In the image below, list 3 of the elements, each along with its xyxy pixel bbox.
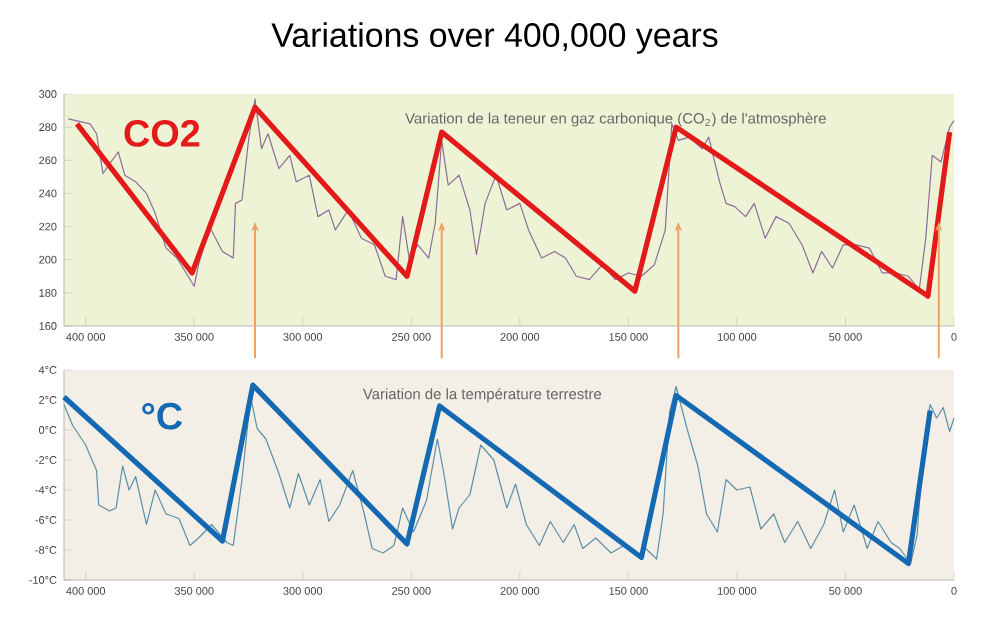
chart-title: Variations over 400,000 years (271, 22, 718, 54)
series-label: °C (142, 402, 183, 430)
series-label: CO2 (124, 120, 200, 147)
